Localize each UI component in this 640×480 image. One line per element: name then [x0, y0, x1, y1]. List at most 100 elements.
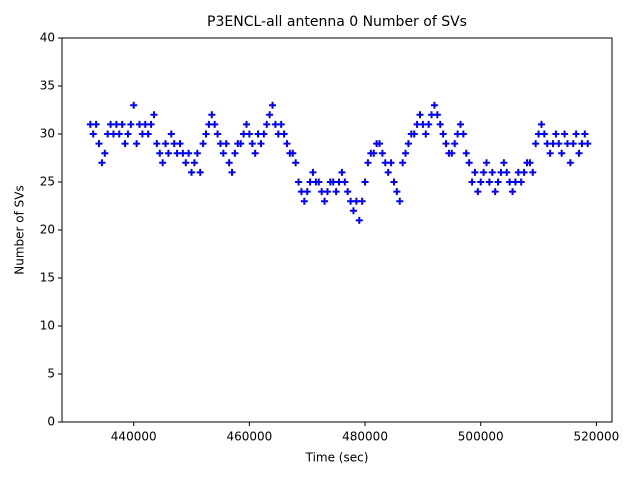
point [341, 178, 349, 186]
point [193, 149, 201, 157]
point [390, 178, 398, 186]
point [442, 140, 450, 148]
point [101, 149, 109, 157]
x-tick-label: 440000 [111, 430, 157, 444]
point [569, 140, 577, 148]
point [581, 130, 589, 138]
point [115, 130, 123, 138]
point [364, 159, 372, 167]
point [376, 140, 384, 148]
point [147, 120, 155, 128]
point [404, 140, 412, 148]
point [465, 159, 473, 167]
point [537, 120, 545, 128]
point [167, 130, 175, 138]
x-tick-label: 460000 [226, 430, 272, 444]
point [89, 130, 97, 138]
point [396, 197, 404, 205]
point [477, 178, 485, 186]
point [92, 120, 100, 128]
point [456, 120, 464, 128]
point [558, 149, 566, 157]
point [133, 140, 141, 148]
y-tick-label: 5 [47, 367, 55, 381]
point [529, 168, 537, 176]
point [300, 197, 308, 205]
point [399, 159, 407, 167]
point [127, 120, 135, 128]
point [358, 197, 366, 205]
x-axis-label: Time (sec) [305, 451, 369, 465]
point [410, 130, 418, 138]
point [546, 149, 554, 157]
point [332, 188, 340, 196]
point [526, 159, 534, 167]
point [462, 149, 470, 157]
point [121, 140, 129, 148]
point [488, 168, 496, 176]
point [370, 149, 378, 157]
point [433, 111, 441, 119]
point [231, 149, 239, 157]
point [315, 178, 323, 186]
point [295, 178, 303, 186]
point [280, 130, 288, 138]
point [500, 159, 508, 167]
point [303, 188, 311, 196]
point [494, 178, 502, 186]
y-tick-label: 10 [40, 319, 55, 333]
point [266, 111, 274, 119]
point [491, 188, 499, 196]
point [566, 159, 574, 167]
point [439, 130, 447, 138]
point [503, 168, 511, 176]
y-tick-label: 25 [40, 175, 55, 189]
point [485, 178, 493, 186]
point [257, 140, 265, 148]
point [176, 140, 184, 148]
point [164, 149, 172, 157]
point [448, 149, 456, 157]
point [260, 130, 268, 138]
point [361, 178, 369, 186]
y-tick-label: 20 [40, 223, 55, 237]
point [323, 188, 331, 196]
point [552, 130, 560, 138]
point [459, 130, 467, 138]
point [387, 159, 395, 167]
point [242, 120, 250, 128]
x-tick-label: 520000 [573, 430, 619, 444]
point [572, 130, 580, 138]
point [130, 101, 138, 109]
point [561, 130, 569, 138]
point [199, 140, 207, 148]
point [211, 120, 219, 128]
point [182, 159, 190, 167]
point [393, 188, 401, 196]
point [540, 130, 548, 138]
point [451, 140, 459, 148]
point [471, 168, 479, 176]
point [309, 168, 317, 176]
point [214, 130, 222, 138]
y-tick-label: 15 [40, 271, 55, 285]
plot-frame [61, 37, 613, 423]
y-tick-label: 30 [40, 127, 55, 141]
point [196, 168, 204, 176]
point [245, 130, 253, 138]
point [436, 120, 444, 128]
point [225, 159, 233, 167]
point [202, 130, 210, 138]
point [190, 159, 198, 167]
point [480, 168, 488, 176]
point [474, 188, 482, 196]
point [98, 159, 106, 167]
point [483, 159, 491, 167]
point [555, 140, 563, 148]
point [118, 120, 126, 128]
chart-title: P3ENCL-all antenna 0 Number of SVs [207, 14, 467, 30]
y-tick-label: 0 [47, 415, 55, 429]
point [425, 120, 433, 128]
point [520, 168, 528, 176]
